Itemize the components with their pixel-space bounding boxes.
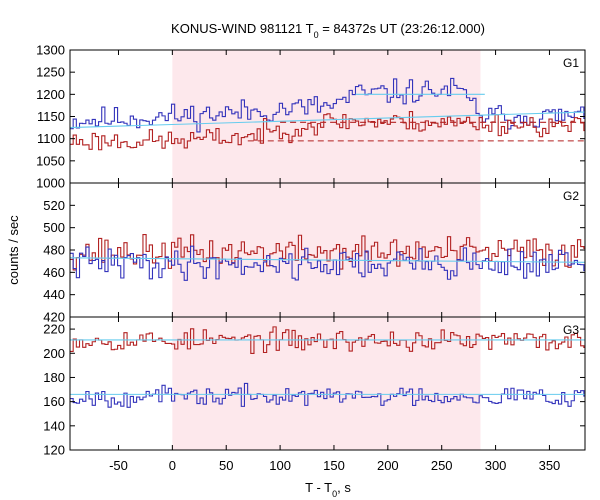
- x-axis-label: T - T0, s: [305, 480, 351, 499]
- background-fit-line: [70, 111, 585, 129]
- y-tick-label: 1150: [37, 109, 65, 124]
- y-tick-label: 500: [43, 220, 65, 235]
- y-tick-label: 1000: [36, 176, 65, 191]
- y-tick-label: 1300: [36, 43, 65, 58]
- panel-frame: [69, 316, 586, 451]
- y-tick-label: 160: [43, 394, 65, 409]
- panel-g3: 120 140 160 180 200 220 G3: [43, 316, 586, 458]
- series-red-g1: [70, 111, 585, 151]
- x-tick-label: 100: [269, 458, 291, 473]
- x-tick-label: 50: [219, 458, 233, 473]
- panel-label-g3: G3: [563, 323, 579, 337]
- series-blue-g3: [70, 382, 585, 408]
- y-tick-label: 1200: [36, 87, 65, 102]
- panel-label-g1: G1: [563, 56, 579, 70]
- y-tick-label: 480: [43, 243, 65, 258]
- background-fit-line: [70, 257, 585, 263]
- series-blue-g2: [70, 245, 585, 281]
- y-tick-label: 200: [43, 346, 65, 361]
- y-tick-label: 440: [43, 287, 65, 302]
- panel-g1: 1000 1050 1100 1150 1200 1250 1300 G1: [36, 43, 586, 191]
- x-tick-label: 300: [485, 458, 507, 473]
- series-red-g2: [70, 233, 585, 271]
- y-tick-label: 1250: [36, 65, 65, 80]
- y-tick-label: 220: [43, 322, 65, 337]
- y-tick-label: 120: [43, 443, 65, 458]
- x-tick-label: 250: [431, 458, 453, 473]
- x-tick-label: 200: [377, 458, 399, 473]
- y-tick-label: 140: [43, 418, 65, 433]
- y-axis-label: counts / sec: [6, 215, 21, 285]
- chart-title: KONUS-WIND 981121 T0 = 84372s UT (23:26:…: [171, 21, 485, 40]
- y-tick-label: 1100: [37, 131, 65, 146]
- panel-label-g2: G2: [563, 189, 579, 203]
- y-tick-label: 520: [43, 198, 65, 213]
- series-blue-g1: [70, 77, 585, 133]
- panel-g2: 420 440 460 480 500 520 G2: [43, 182, 586, 325]
- y-tick-label: 1050: [36, 153, 65, 168]
- x-tick-label: 350: [539, 458, 561, 473]
- y-tick-label: 460: [43, 265, 65, 280]
- y-tick-label: 180: [43, 370, 65, 385]
- plot-area: 1000105011001150120012501300G14204404604…: [36, 43, 586, 473]
- x-tick-label: 150: [323, 458, 345, 473]
- y-tick-label: 420: [43, 310, 65, 325]
- x-tick-label: -50: [109, 458, 128, 473]
- x-tick-label: 0: [169, 458, 176, 473]
